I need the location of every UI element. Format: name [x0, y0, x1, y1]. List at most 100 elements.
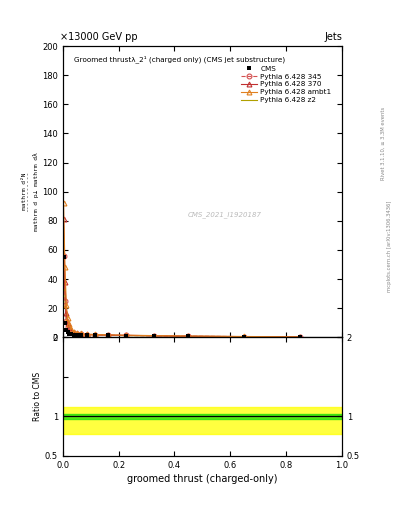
CMS [64, 327, 69, 333]
Pythia 6.428 ambt1 [65, 315, 70, 322]
Pythia 6.428 z2 [79, 332, 83, 338]
CMS [79, 332, 83, 338]
Pythia 6.428 370 [93, 332, 97, 338]
CMS [151, 333, 156, 339]
Pythia 6.428 z2 [186, 333, 191, 339]
Pythia 6.428 370 [105, 332, 110, 338]
CMS [61, 254, 66, 260]
Pythia 6.428 ambt1 [298, 334, 303, 340]
Pythia 6.428 ambt1 [61, 200, 66, 206]
Pythia 6.428 370 [84, 331, 89, 337]
Text: Groomed thrustλ_2¹ (charged only) (CMS jet substructure): Groomed thrustλ_2¹ (charged only) (CMS j… [74, 55, 285, 62]
Pythia 6.428 z2 [123, 332, 128, 338]
Pythia 6.428 z2 [151, 333, 156, 339]
Pythia 6.428 345 [79, 331, 83, 337]
Text: Rivet 3.1.10, ≥ 3.3M events: Rivet 3.1.10, ≥ 3.3M events [381, 106, 386, 180]
Pythia 6.428 370 [64, 310, 69, 316]
CMS [186, 333, 191, 339]
Pythia 6.428 370 [67, 324, 72, 330]
CMS [65, 329, 70, 335]
Pythia 6.428 z2 [62, 300, 67, 306]
Pythia 6.428 345 [61, 253, 66, 259]
Pythia 6.428 z2 [75, 331, 79, 337]
Pythia 6.428 345 [64, 318, 69, 325]
Y-axis label: mathrm d²N
¯¯¯¯¯¯¯¯¯¯¯
mathrm d p⊥ mathrm dλ: mathrm d²N ¯¯¯¯¯¯¯¯¯¯¯ mathrm d p⊥ mathr… [22, 153, 39, 231]
Pythia 6.428 345 [72, 331, 76, 337]
Pythia 6.428 z2 [61, 255, 66, 262]
Pythia 6.428 ambt1 [67, 321, 72, 327]
Pythia 6.428 345 [69, 329, 73, 335]
Pythia 6.428 370 [242, 333, 247, 339]
Pythia 6.428 ambt1 [242, 333, 247, 339]
Line: CMS: CMS [61, 255, 303, 339]
CMS [72, 332, 76, 338]
Pythia 6.428 ambt1 [64, 302, 69, 308]
CMS [75, 332, 79, 338]
CMS [62, 319, 67, 326]
Pythia 6.428 345 [75, 331, 79, 337]
Pythia 6.428 345 [67, 327, 72, 333]
Pythia 6.428 370 [79, 331, 83, 337]
Pythia 6.428 ambt1 [151, 332, 156, 338]
Pythia 6.428 345 [186, 333, 191, 339]
Pythia 6.428 345 [65, 324, 70, 330]
Pythia 6.428 345 [298, 334, 303, 340]
Text: ×13000 GeV pp: ×13000 GeV pp [60, 32, 138, 41]
Pythia 6.428 370 [123, 332, 128, 338]
Pythia 6.428 ambt1 [186, 333, 191, 339]
Pythia 6.428 345 [123, 332, 128, 338]
Y-axis label: Ratio to CMS: Ratio to CMS [33, 372, 42, 421]
Line: Pythia 6.428 ambt1: Pythia 6.428 ambt1 [61, 201, 303, 339]
Pythia 6.428 z2 [298, 334, 303, 340]
Pythia 6.428 370 [298, 334, 303, 340]
Line: Pythia 6.428 370: Pythia 6.428 370 [61, 217, 303, 339]
CMS [105, 332, 110, 338]
Pythia 6.428 ambt1 [79, 330, 83, 336]
Pythia 6.428 z2 [93, 332, 97, 338]
CMS [67, 331, 72, 337]
Pythia 6.428 ambt1 [93, 331, 97, 337]
Text: Jets: Jets [324, 32, 342, 41]
Pythia 6.428 370 [62, 279, 67, 285]
Pythia 6.428 z2 [69, 330, 73, 336]
Pythia 6.428 z2 [242, 333, 247, 339]
Pythia 6.428 370 [186, 333, 191, 339]
CMS [123, 332, 128, 338]
Legend: CMS, Pythia 6.428 345, Pythia 6.428 370, Pythia 6.428 ambt1, Pythia 6.428 z2: CMS, Pythia 6.428 345, Pythia 6.428 370,… [240, 64, 333, 104]
CMS [242, 333, 247, 339]
Pythia 6.428 z2 [84, 332, 89, 338]
CMS [84, 332, 89, 338]
Pythia 6.428 345 [84, 332, 89, 338]
Pythia 6.428 370 [151, 333, 156, 339]
Pythia 6.428 ambt1 [105, 332, 110, 338]
Pythia 6.428 ambt1 [84, 331, 89, 337]
Pythia 6.428 z2 [72, 331, 76, 337]
Text: CMS_2021_I1920187: CMS_2021_I1920187 [188, 211, 262, 219]
Pythia 6.428 370 [69, 327, 73, 333]
Pythia 6.428 370 [65, 319, 70, 326]
Pythia 6.428 345 [151, 333, 156, 339]
Pythia 6.428 345 [105, 332, 110, 338]
X-axis label: groomed thrust (charged-only): groomed thrust (charged-only) [127, 474, 277, 484]
Line: Pythia 6.428 z2: Pythia 6.428 z2 [64, 259, 300, 337]
Pythia 6.428 345 [242, 333, 247, 339]
Pythia 6.428 z2 [105, 332, 110, 338]
Pythia 6.428 ambt1 [62, 264, 67, 270]
Pythia 6.428 370 [61, 216, 66, 222]
Text: mcplots.cern.ch [arXiv:1306.3436]: mcplots.cern.ch [arXiv:1306.3436] [387, 200, 391, 291]
Pythia 6.428 ambt1 [72, 329, 76, 335]
Pythia 6.428 ambt1 [123, 332, 128, 338]
Pythia 6.428 z2 [64, 318, 69, 325]
CMS [69, 331, 73, 337]
Pythia 6.428 ambt1 [75, 330, 79, 336]
Pythia 6.428 370 [75, 330, 79, 336]
Pythia 6.428 345 [62, 298, 67, 304]
Pythia 6.428 345 [93, 332, 97, 338]
Pythia 6.428 z2 [65, 325, 70, 331]
Pythia 6.428 z2 [67, 328, 72, 334]
Pythia 6.428 ambt1 [69, 326, 73, 332]
Pythia 6.428 370 [72, 329, 76, 335]
CMS [93, 332, 97, 338]
CMS [298, 334, 303, 340]
Line: Pythia 6.428 345: Pythia 6.428 345 [61, 253, 303, 339]
